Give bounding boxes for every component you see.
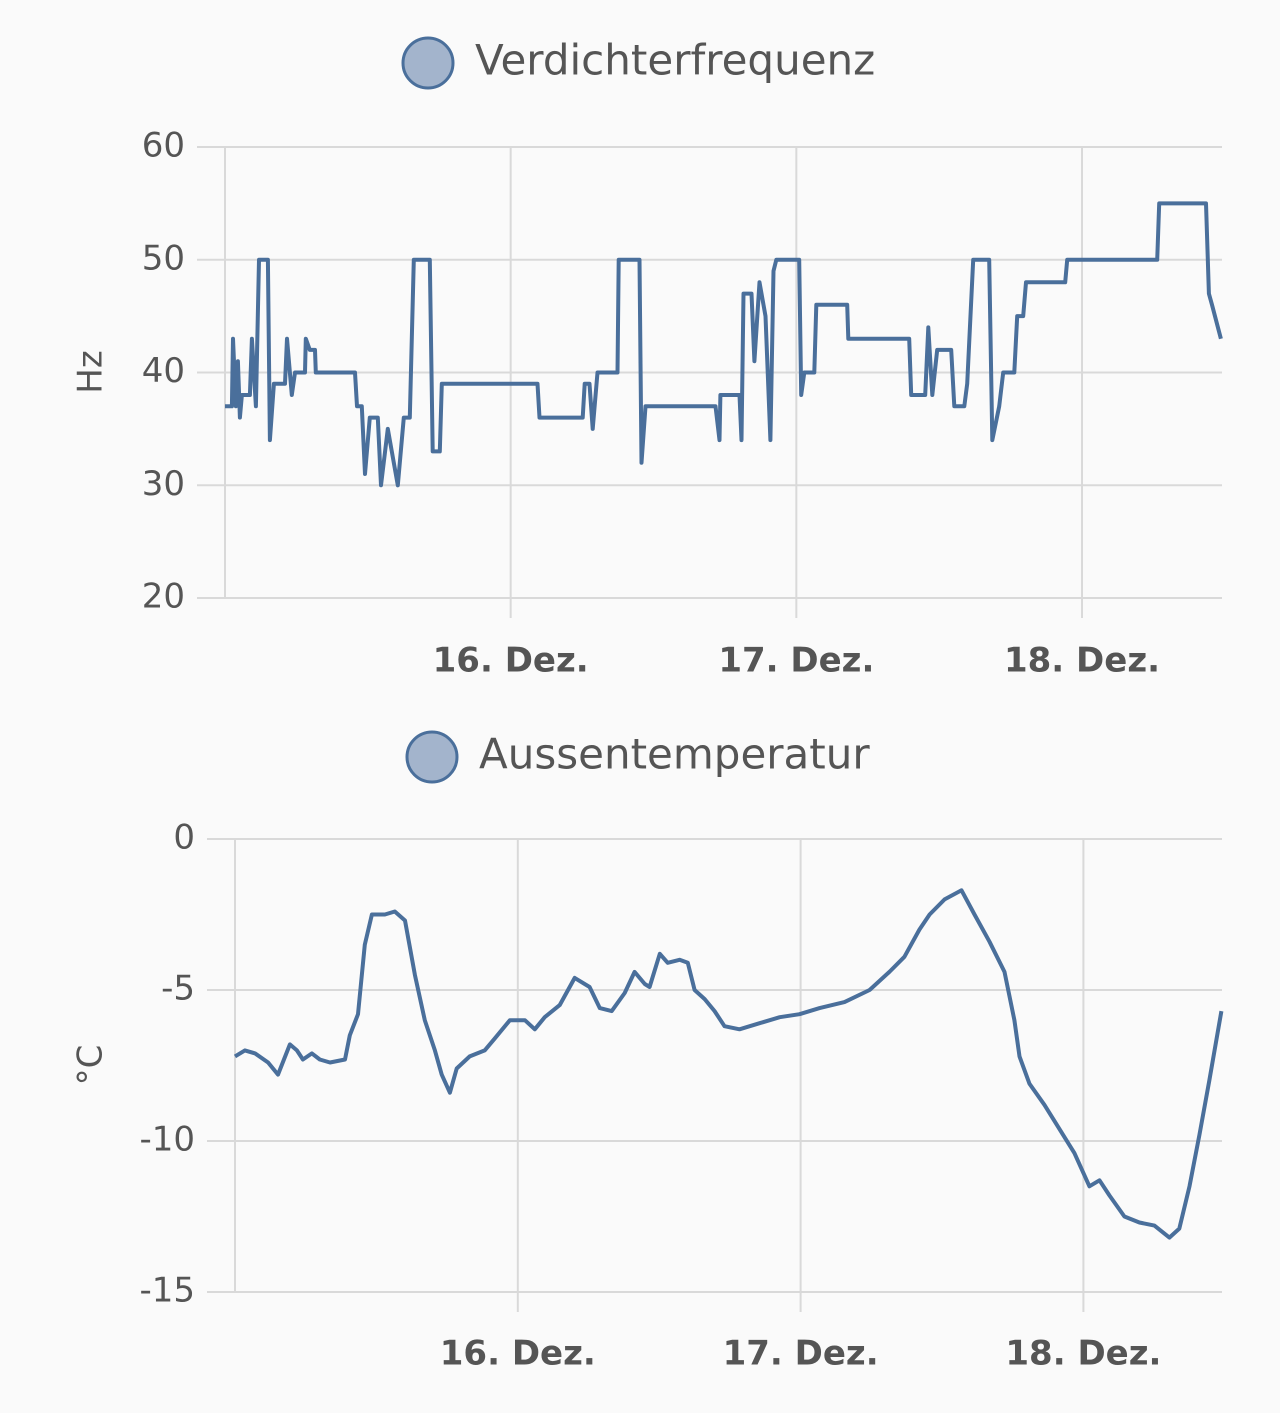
y-tick-label: 0: [173, 818, 195, 858]
x-tick-label: 16. Dez.: [433, 641, 589, 681]
x-tick-label: 18. Dez.: [1005, 1334, 1161, 1374]
data-line: [233, 888, 1224, 1240]
x-tick-label: 18. Dez.: [1004, 641, 1160, 681]
y-tick-label: -10: [139, 1120, 195, 1160]
data-line: [225, 201, 1223, 488]
y-tick-label: 50: [142, 238, 185, 278]
x-tick-label: 16. Dez.: [440, 1334, 596, 1374]
x-tick-label: 17. Dez.: [723, 1334, 879, 1374]
legend-marker: [401, 36, 455, 90]
y-tick-label: 30: [142, 464, 185, 504]
y-axis-label: Hz: [71, 350, 111, 393]
y-tick-label: 40: [142, 351, 185, 391]
legend-label: Aussentemperatur: [479, 730, 870, 779]
y-tick-label: -15: [139, 1271, 195, 1311]
legend-marker: [405, 730, 459, 784]
y-axis-label: °C: [71, 1045, 111, 1086]
y-tick-label: 60: [142, 126, 185, 166]
y-tick-label: 20: [142, 577, 185, 617]
y-tick-label: -5: [161, 969, 195, 1009]
x-tick-label: 17. Dez.: [718, 641, 874, 681]
legend-label: Verdichterfrequenz: [475, 36, 875, 85]
